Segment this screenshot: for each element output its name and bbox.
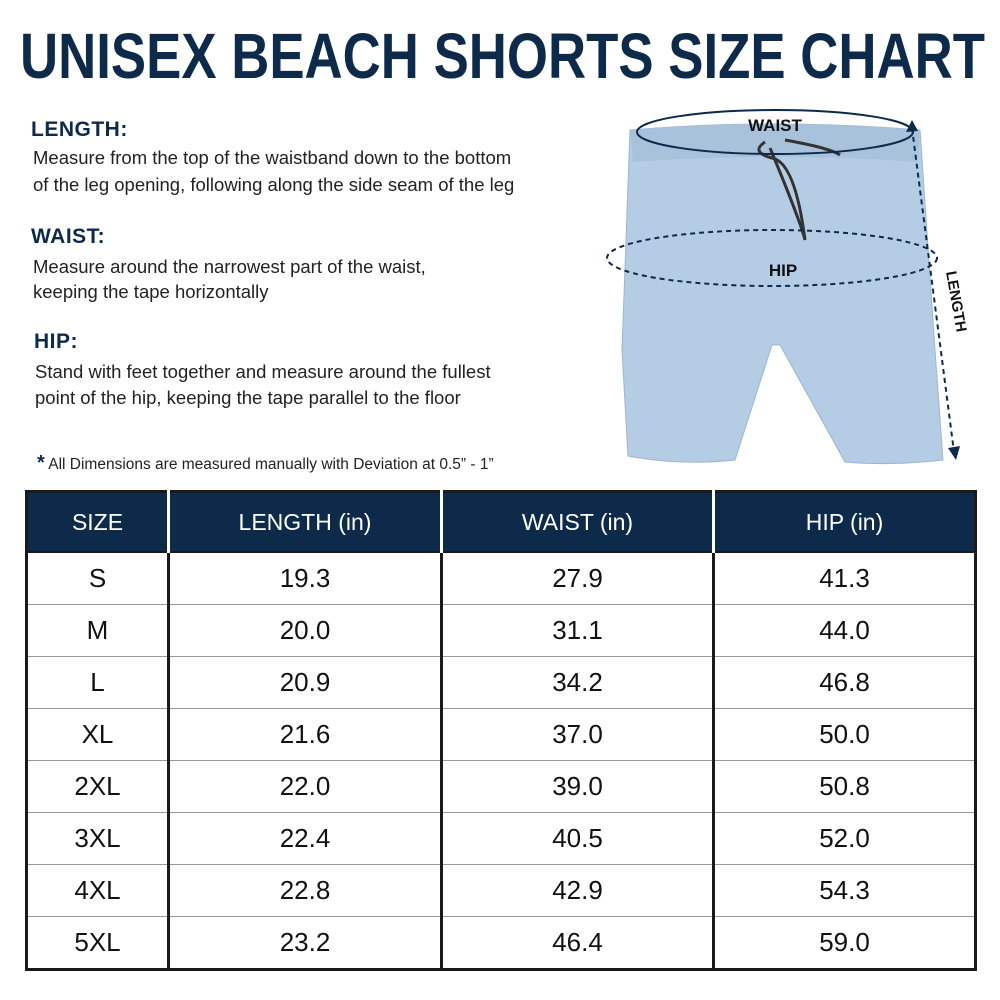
column-header: LENGTH (in) [167, 490, 443, 553]
size-cell: 2XL [25, 759, 170, 813]
value-cell: 34.2 [440, 656, 715, 709]
title-area: UNISEX BEACH SHORTS SIZE CHART [20, 20, 985, 92]
length-line [911, 127, 955, 453]
table-row: XL 21.6 37.0 50.0 [25, 707, 977, 761]
hip-label: HIP [769, 261, 797, 280]
size-cell: 3XL [25, 811, 170, 865]
value-cell: 23.2 [167, 915, 443, 970]
size-table: SIZE LENGTH (in) WAIST (in) HIP (in) S 19.3 2… [25, 490, 977, 971]
value-cell: 22.0 [167, 759, 443, 813]
table-row: M 20.0 31.1 44.0 [25, 604, 977, 658]
value-cell: 54.3 [712, 863, 977, 917]
value-cell: 50.8 [712, 759, 977, 813]
table-row: L 20.9 34.2 46.8 [25, 656, 977, 709]
section-heading: WAIST: [31, 225, 106, 248]
section-heading: HIP: [34, 330, 78, 353]
section-line: of the leg opening, following along the … [33, 174, 515, 195]
waist-label: WAIST [748, 116, 802, 135]
table-row: 2XL 22.0 39.0 50.8 [25, 759, 977, 813]
value-cell: 46.8 [712, 656, 977, 709]
size-cell: M [25, 604, 170, 658]
note: * All Dimensions are measured manually w… [37, 452, 494, 475]
value-cell: 20.0 [167, 604, 443, 658]
table-row: S 19.3 27.9 41.3 [25, 551, 977, 606]
waistband [630, 124, 920, 162]
value-cell: 22.4 [167, 811, 443, 865]
value-cell: 37.0 [440, 707, 715, 761]
value-cell: 42.9 [440, 863, 715, 917]
value-cell: 40.5 [440, 811, 715, 865]
header-row: SIZE LENGTH (in) WAIST (in) HIP (in) [25, 490, 977, 553]
value-cell: 39.0 [440, 759, 715, 813]
section-line: point of the hip, keeping the tape paral… [35, 387, 461, 408]
value-cell: 46.4 [440, 915, 715, 970]
section-line: Measure around the narrowest part of the… [33, 256, 426, 277]
table-row: 3XL 22.4 40.5 52.0 [25, 811, 977, 865]
table-row: 4XL 22.8 42.9 54.3 [25, 863, 977, 917]
value-cell: 27.9 [440, 551, 715, 606]
column-header: HIP (in) [712, 490, 977, 553]
value-cell: 52.0 [712, 811, 977, 865]
value-cell: 41.3 [712, 551, 977, 606]
title: UNISEX BEACH SHORTS SIZE CHART [20, 20, 985, 92]
size-cell: S [25, 551, 170, 606]
value-cell: 19.3 [167, 551, 443, 606]
value-cell: 21.6 [167, 707, 443, 761]
length-label: LENGTH [942, 270, 969, 334]
drawstring [757, 138, 841, 241]
value-cell: 44.0 [712, 604, 977, 658]
column-header: SIZE [25, 490, 170, 553]
value-cell: 59.0 [712, 915, 977, 970]
note-text: All Dimensions are measured manually wit… [48, 456, 494, 473]
size-cell: XL [25, 707, 170, 761]
hip-tape [606, 229, 938, 287]
size-cell: 5XL [25, 915, 170, 970]
note-mark: * [37, 452, 45, 474]
size-cell: L [25, 656, 170, 709]
section-line: Stand with feet together and measure aro… [35, 361, 491, 382]
table-body: S 19.3 27.9 41.3 M 20.0 31.1 44.0 L 20.9 34.2 46.8 X… [25, 551, 977, 970]
value-cell: 22.8 [167, 863, 443, 917]
section-line: keeping the tape horizontally [33, 281, 269, 302]
value-cell: 31.1 [440, 604, 715, 658]
section-line: Measure from the top of the waistband do… [33, 147, 512, 168]
column-header: WAIST (in) [440, 490, 715, 553]
shorts-diagram: WAIST HIP LENGTH [606, 109, 970, 465]
value-cell: 20.9 [167, 656, 443, 709]
value-cell: 50.0 [712, 707, 977, 761]
table-row: 5XL 23.2 46.4 59.0 [25, 915, 977, 970]
section-heading: LENGTH: [31, 118, 128, 141]
size-cell: 4XL [25, 863, 170, 917]
